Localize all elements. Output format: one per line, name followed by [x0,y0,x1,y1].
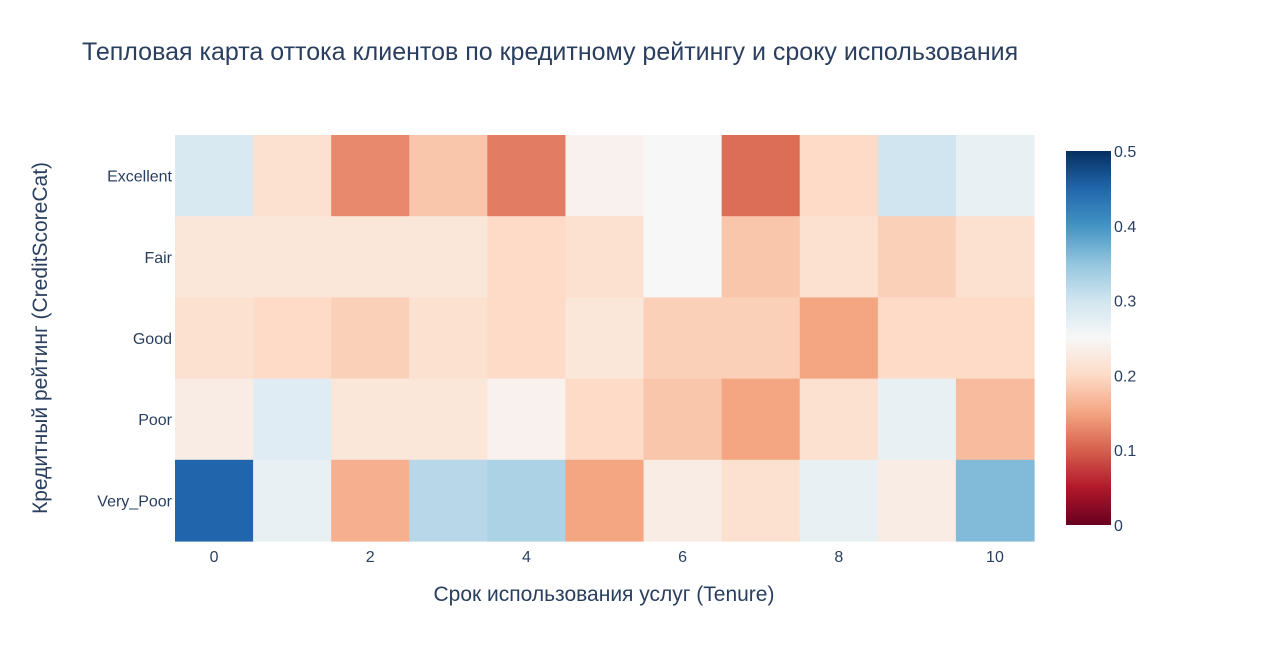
y-tick-label: Fair [144,250,172,267]
heatmap-cell [565,216,645,298]
heatmap-cell [487,297,567,380]
heatmap-cell [877,216,957,298]
heatmap-cell [331,459,410,542]
x-tick-label: 0 [210,549,219,566]
colorbar [1066,151,1111,525]
y-axis-ticks: Excellent Fair Good Poor Very_Poor [97,169,172,511]
heatmap-cell [331,378,410,461]
heatmap-cell [253,135,332,217]
heatmap-cell [409,135,488,217]
heatmap-cell [175,459,254,542]
colorbar-tick-label: 0.3 [1114,294,1136,311]
heatmap-cell [721,297,801,380]
heatmap-cell [565,378,645,461]
heatmap-cell [331,135,410,217]
colorbar-tick-label: 0 [1114,518,1123,535]
heatmap-cell [565,297,645,380]
x-tick-label: 6 [678,549,687,566]
heatmap-cell [799,297,879,380]
heatmap-cell [487,216,567,298]
colorbar-tick-label: 0.2 [1114,368,1136,385]
colorbar-ticks: 0 0.1 0.2 0.3 0.4 0.5 [1114,144,1136,535]
heatmap-cell [643,378,723,461]
heatmap-cell [643,459,723,542]
heatmap-cell [487,135,567,217]
heatmap-cell [175,135,254,217]
heatmap-cell [175,216,254,298]
x-tick-label: 2 [366,549,375,566]
y-tick-label: Very_Poor [97,493,172,510]
heatmap-cell [331,216,410,298]
heatmap-cell [643,216,723,298]
heatmap-cell [877,135,957,217]
heatmap-cell [955,297,1035,380]
heatmap-cell [955,459,1035,542]
heatmap-cell [253,378,332,461]
heatmap-cell [487,378,567,461]
x-tick-label: 4 [522,549,531,566]
heatmap-cell [331,297,410,380]
heatmap-cell [721,216,801,298]
chart-title: Тепловая карта оттока клиентов по кредит… [82,38,1018,66]
y-tick-label: Good [133,331,172,348]
x-tick-label: 10 [986,549,1004,566]
colorbar-tick-label: 0.1 [1114,443,1136,460]
heatmap-cell [721,459,801,542]
heatmap-cell [721,135,801,217]
heatmap-cell [565,459,645,542]
y-axis-title: Кредитный рейтинг (CreditScoreCat) [29,162,52,514]
heatmap-cell [877,378,957,461]
heatmap-cell [877,459,957,542]
y-tick-label: Poor [138,412,172,429]
heatmap-cell [409,378,488,461]
heatmap-cell [175,297,254,380]
heatmap-cell [955,378,1035,461]
heatmap-cell [409,216,488,298]
heatmap-cell [799,378,879,461]
heatmap-cell [253,216,332,298]
heatmap-cell [409,297,488,380]
heatmap-cell [877,297,957,380]
y-tick-label: Excellent [107,169,172,186]
heatmap-cell [253,459,332,542]
heatmap-cell [721,378,801,461]
heatmap-cell [175,378,254,461]
heatmap-cells [175,135,1035,542]
heatmap-cell [799,135,879,217]
x-axis-ticks: 0 2 4 6 8 10 [210,549,1004,566]
heatmap-cell [565,135,645,217]
x-axis-title: Срок использования услуг (Tenure) [434,583,775,606]
heatmap-cell [799,216,879,298]
heatmap-cell [487,459,567,542]
colorbar-tick-label: 0.4 [1114,219,1136,236]
heatmap-cell [955,216,1035,298]
heatmap-cell [643,297,723,380]
heatmap-cell [409,459,488,542]
colorbar-tick-label: 0.5 [1114,144,1136,161]
heatmap-cell [253,297,332,380]
heatmap-cell [643,135,723,217]
heatmap-cell [955,135,1035,217]
x-tick-label: 8 [834,549,843,566]
heatmap-cell [799,459,879,542]
